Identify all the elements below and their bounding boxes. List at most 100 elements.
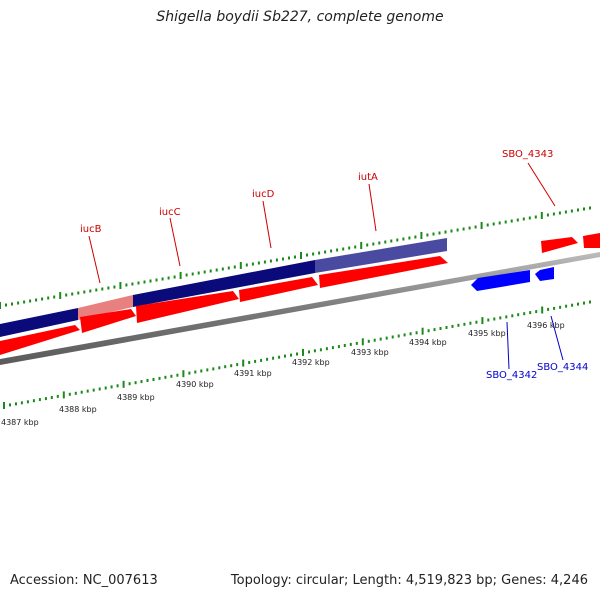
gene-arrow-SBO_4343[interactable]	[541, 237, 578, 253]
leader-line-SBO_4343	[527, 162, 556, 207]
tick-mark	[224, 365, 227, 369]
tick-mark	[516, 218, 519, 222]
tick-mark	[384, 240, 387, 244]
tick-mark	[349, 342, 352, 346]
gene-arrow-forward[interactable]	[0, 325, 80, 355]
tick-mark	[146, 379, 149, 382]
scale-label: 4396 kbp	[527, 321, 565, 330]
operon-segment-1[interactable]	[0, 308, 78, 337]
tick-mark	[218, 366, 221, 370]
tick-mark	[179, 272, 182, 279]
tick-mark	[230, 364, 233, 368]
operon-segment-2[interactable]	[133, 260, 315, 307]
gene-arrow-SBO_4342[interactable]	[471, 270, 530, 291]
tick-mark	[290, 353, 292, 357]
tick-mark	[263, 260, 266, 264]
tick-mark	[306, 253, 308, 257]
tick-mark	[439, 327, 442, 330]
tick-mark	[589, 300, 591, 304]
tick-mark	[552, 212, 555, 216]
gene-arrow-SBO_4344[interactable]	[535, 267, 554, 281]
tick-mark	[116, 384, 119, 388]
tick-mark	[313, 349, 316, 353]
gene-arrow-forward[interactable]	[136, 291, 239, 323]
tick-mark	[5, 303, 7, 307]
tick-mark	[564, 210, 567, 214]
gene-arrow-forward[interactable]	[80, 309, 136, 333]
tick-mark	[541, 306, 544, 314]
tick-mark	[50, 396, 53, 399]
tick-mark	[11, 302, 13, 306]
tick-mark	[444, 230, 447, 234]
tick-mark	[396, 238, 399, 242]
tick-mark	[414, 235, 417, 239]
tick-mark	[119, 282, 122, 289]
tick-mark	[577, 208, 579, 212]
tick-mark	[522, 217, 525, 221]
tick-mark	[571, 303, 574, 307]
tick-mark	[570, 209, 573, 213]
scale-tick-track	[3, 300, 591, 409]
tick-mark	[176, 373, 179, 377]
gene-arrow-iutA[interactable]	[319, 256, 448, 288]
tick-mark	[373, 338, 376, 342]
tick-mark	[242, 359, 245, 367]
tick-mark	[191, 272, 194, 276]
scale-label: 4390 kbp	[176, 380, 214, 389]
tick-mark	[505, 315, 508, 319]
tick-mark	[215, 268, 218, 272]
tick-mark	[68, 392, 71, 396]
scale-label: 4393 kbp	[351, 348, 389, 357]
tick-mark	[385, 336, 388, 340]
tick-mark	[451, 324, 454, 328]
tick-mark	[438, 231, 441, 235]
scale-label: 4387 kbp	[1, 418, 39, 427]
tick-mark	[456, 228, 459, 232]
tick-mark	[248, 361, 251, 364]
tick-mark	[348, 246, 351, 250]
tick-mark	[433, 328, 436, 332]
tick-mark	[523, 312, 526, 316]
tick-mark	[113, 285, 116, 289]
tick-mark	[379, 337, 382, 341]
operon-segment-iucB[interactable]	[78, 295, 133, 320]
tick-mark	[233, 265, 236, 269]
tick-mark	[432, 232, 435, 236]
tick-mark	[427, 329, 430, 333]
tick-mark	[492, 222, 495, 226]
tick-mark	[493, 317, 496, 321]
tick-mark	[302, 348, 304, 356]
tick-mark	[390, 239, 393, 243]
tick-mark	[197, 271, 200, 275]
tick-mark	[528, 216, 531, 220]
tick-mark	[188, 371, 191, 375]
tick-mark	[26, 400, 29, 404]
scale-label: 4392 kbp	[292, 358, 330, 367]
tick-mark	[125, 283, 128, 287]
tick-mark	[504, 220, 507, 224]
tick-mark	[475, 320, 478, 324]
tick-mark	[342, 247, 345, 251]
map-title: Shigella boydii Sb227, complete genome	[156, 9, 444, 25]
gene-arrow-forward[interactable]	[583, 233, 600, 248]
tick-mark	[354, 245, 357, 249]
gene-arrow-forward[interactable]	[239, 277, 318, 302]
tick-mark	[47, 296, 50, 300]
tick-mark	[236, 363, 239, 367]
genome-backbone	[0, 252, 600, 365]
tick-mark	[77, 291, 80, 295]
tick-mark	[137, 281, 140, 285]
leader-line-iutA	[368, 183, 377, 232]
tick-mark	[565, 304, 568, 308]
tick-mark	[23, 300, 26, 304]
tick-mark	[71, 292, 74, 296]
gene-label-SBO_4342: SBO_4342	[486, 370, 537, 381]
operon-segment-3[interactable]	[315, 238, 447, 273]
tick-mark	[89, 289, 92, 293]
tick-mark	[98, 387, 101, 391]
tick-mark	[134, 381, 137, 385]
tick-mark	[511, 314, 514, 318]
tick-mark	[152, 378, 155, 381]
tick-mark	[450, 229, 453, 233]
